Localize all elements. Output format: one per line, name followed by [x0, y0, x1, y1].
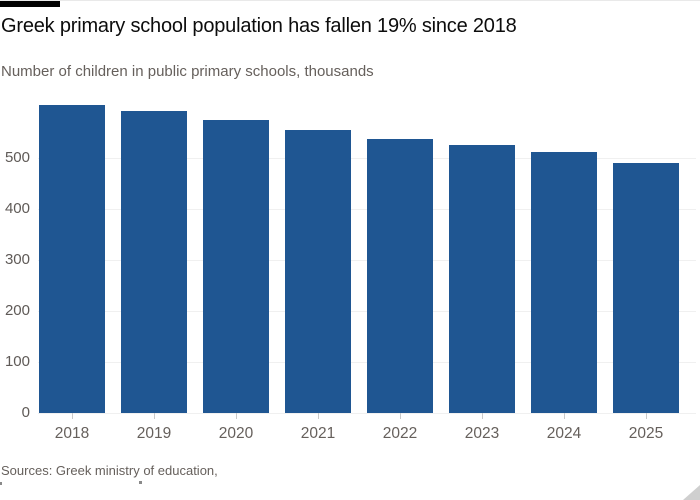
y-tick-label-500: 500: [4, 149, 30, 166]
x-tick-2022: [400, 413, 401, 419]
x-tick-label-2021: 2021: [300, 425, 336, 442]
clipped-text-fragment: [0, 482, 2, 485]
x-tick-label-2023: 2023: [464, 425, 500, 442]
x-tick-label-2025: 2025: [628, 425, 664, 442]
y-tick-label-0: 0: [21, 404, 30, 421]
bar-2021: [285, 130, 351, 413]
x-tick-2019: [154, 413, 155, 419]
x-tick-label-2019: 2019: [136, 425, 172, 442]
chart-subtitle: Number of children in public primary sch…: [1, 63, 374, 80]
x-tick-label-2018: 2018: [54, 425, 90, 442]
x-tick-label-2020: 2020: [218, 425, 254, 442]
bar-2022: [367, 139, 433, 413]
y-tick-label-300: 300: [4, 251, 30, 268]
bar-2023: [449, 145, 515, 413]
bar-2025: [613, 163, 679, 413]
clipped-text-fragment: [139, 481, 142, 484]
resize-handle-icon[interactable]: [683, 485, 700, 500]
bar-2018: [39, 105, 105, 413]
source-note: Sources: Greek ministry of education,: [1, 463, 218, 478]
y-tick-label-100: 100: [4, 353, 30, 370]
y-tick-label-200: 200: [4, 302, 30, 319]
gridline-0: [38, 413, 696, 414]
x-tick-2024: [564, 413, 565, 419]
bar-2019: [121, 111, 187, 413]
y-tick-label-400: 400: [4, 200, 30, 217]
chart-title: Greek primary school population has fall…: [1, 15, 517, 37]
bar-2020: [203, 120, 269, 413]
x-tick-2023: [482, 413, 483, 419]
accent-bar: [0, 1, 60, 7]
x-tick-label-2022: 2022: [382, 425, 418, 442]
x-tick-label-2024: 2024: [546, 425, 582, 442]
bar-2024: [531, 152, 597, 413]
x-tick-2021: [318, 413, 319, 419]
x-tick-2025: [646, 413, 647, 419]
x-tick-2020: [236, 413, 237, 419]
x-tick-2018: [72, 413, 73, 419]
